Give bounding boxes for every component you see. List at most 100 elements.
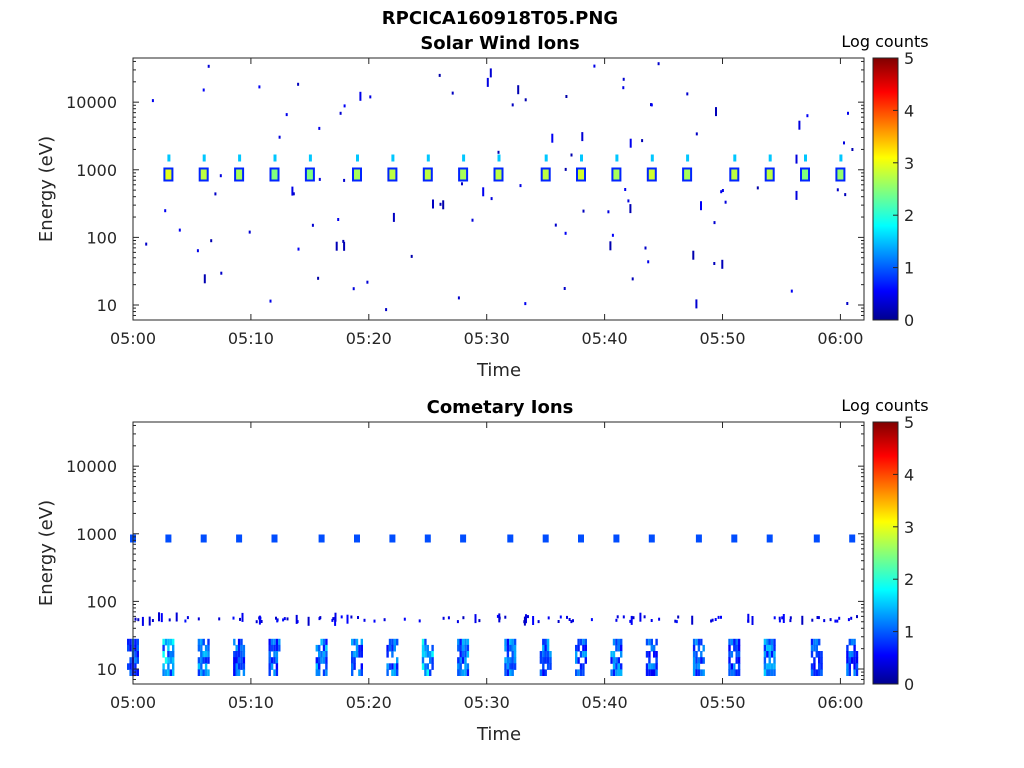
burst-cell [615,663,618,670]
burst-cell [766,644,769,652]
burst-cell [768,669,771,676]
count-speck [504,615,507,619]
x-tick-label: 05:30 [464,329,510,348]
burst-cell [242,657,246,664]
count-speck [186,616,189,620]
burst-cell [820,663,823,670]
count-speck [568,618,571,621]
count-speck [565,95,568,98]
burst-cell [612,638,616,646]
burst-cell [695,663,698,670]
count-speck [695,132,698,136]
burst-cell [511,669,514,676]
burst-cell [315,669,318,676]
cometary-plot-area: 05:00 05:10 05:20 05:30 05:40 05:50 06:0010100… [66,413,914,712]
burst-cell [429,657,432,664]
burst-cell [268,663,271,670]
count-speck [137,618,140,622]
burst-cell [768,651,771,658]
burst-cell [273,154,277,162]
burst-cell [700,669,703,676]
burst-cell [360,663,363,670]
burst-cell [322,651,326,658]
burst-cell [846,663,849,670]
count-speck [844,193,847,197]
count-speck [710,619,713,623]
count-speck [686,92,689,96]
burst-cell [546,663,550,670]
burst-cell [839,154,843,162]
burst-cell [511,657,514,664]
burst-cell [354,169,360,180]
burst-cell [650,669,653,676]
burst-cell [544,657,547,664]
burst-cell [466,663,470,670]
burst-cell [509,638,512,646]
burst-cell [200,657,203,664]
count-speck [260,620,263,623]
burst-cell [129,669,132,676]
count-speck [607,210,610,214]
burst-cell [837,169,844,180]
secondary-band-cell [813,534,820,543]
burst-cell [315,657,318,664]
burst-cell [770,651,774,658]
burst-cell [355,638,359,646]
count-speck [339,111,342,115]
burst-cell [233,638,236,646]
secondary-band-cell [542,534,549,543]
burst-cell [268,657,271,664]
burst-cell [464,657,467,664]
burst-cell [549,657,552,664]
burst-cell [702,657,705,664]
burst-cell [810,669,814,676]
burst-cell [728,644,731,652]
burst-cell [511,644,514,652]
burst-cell [731,169,738,180]
burst-cell [127,638,130,646]
burst-cell [134,663,137,670]
count-speck [278,135,281,139]
count-speck [657,62,660,66]
burst-cell [356,154,359,162]
axes-frame [132,57,865,321]
count-speck [559,615,562,619]
burst-cell [134,669,137,676]
burst-cell [735,669,738,676]
count-speck [343,104,346,108]
burst-cell [322,644,326,652]
count-speck [674,619,677,623]
colorbar-tick-label: 4 [904,465,914,484]
burst-cell [325,669,328,676]
count-speck [275,616,277,620]
burst-cell [509,657,512,664]
count-speck [471,218,474,222]
burst-cell [351,669,354,676]
burst-cell [613,169,620,180]
count-speck [624,188,627,191]
count-speck [218,617,221,621]
count-speck [439,202,442,206]
burst-cell [846,657,849,664]
figure-title: RPCICA160918T05.PNG [382,8,618,29]
burst-cell [386,644,389,652]
burst-cell [421,657,425,664]
count-speck [276,619,279,623]
count-speck [297,247,300,251]
secondary-band-cell [766,534,773,543]
count-speck [457,296,460,300]
count-speck [564,167,567,171]
count-speck [184,619,187,623]
burst-cell [610,651,613,658]
burst-cell [459,651,462,658]
burst-cell [431,644,434,652]
burst-cell [360,638,363,646]
cometary-title: Cometary Ions [427,397,574,418]
count-speck [462,616,465,620]
count-speck [790,289,793,293]
burst-cell [235,644,238,652]
burst-cell [396,638,399,646]
axes-frame [132,421,865,685]
secondary-band-cell [389,534,396,543]
burst-cell [424,169,431,180]
